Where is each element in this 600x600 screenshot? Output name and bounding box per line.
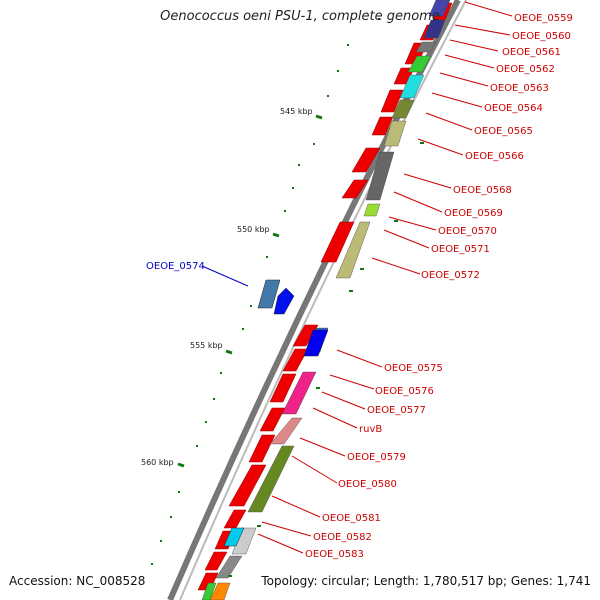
gene-label-ruvb[interactable]: ruvB <box>359 424 382 435</box>
accession-text: Accession: NC_008528 <box>9 574 146 588</box>
gene-label-0568[interactable]: OEOE_0568 <box>453 185 512 196</box>
gene-label-0562[interactable]: OEOE_0562 <box>496 64 555 75</box>
gene-label-0561[interactable]: OEOE_0561 <box>502 47 561 58</box>
genome-summary-text: Topology: circular; Length: 1,780,517 bp… <box>261 574 591 588</box>
gene-label-0572[interactable]: OEOE_0572 <box>421 270 480 281</box>
scale-ticks <box>177 114 323 468</box>
gene-label-0574[interactable]: OEOE_0574 <box>146 261 205 272</box>
gene-label-0576[interactable]: OEOE_0576 <box>375 386 434 397</box>
gene-label-0570[interactable]: OEOE_0570 <box>438 226 497 237</box>
scale-label-545: 545 kbp <box>280 107 313 116</box>
gene-label-0564[interactable]: OEOE_0564 <box>484 103 543 114</box>
scale-label-550: 550 kbp <box>237 225 270 234</box>
backbone-inner <box>179 0 467 600</box>
oeoe-0574-features <box>223 279 329 547</box>
content-dots <box>151 18 424 577</box>
gene-label-0563[interactable]: OEOE_0563 <box>490 83 549 94</box>
gene-label-0569[interactable]: OEOE_0569 <box>444 208 503 219</box>
gene-label-0577[interactable]: OEOE_0577 <box>367 405 426 416</box>
gene-label-0580[interactable]: OEOE_0580 <box>338 479 397 490</box>
gene-label-0581[interactable]: OEOE_0581 <box>322 513 381 524</box>
genome-title: Oenococcus oeni PSU-1, complete genome <box>160 9 440 24</box>
gene-label-0571[interactable]: OEOE_0571 <box>431 244 490 255</box>
scale-label-560: 560 kbp <box>141 458 174 467</box>
gene-label-0583[interactable]: OEOE_0583 <box>305 549 364 560</box>
scale-label-555: 555 kbp <box>190 341 223 350</box>
callout-lines <box>257 1 513 554</box>
gene-label-0560[interactable]: OEOE_0560 <box>512 31 571 42</box>
gene-label-0566[interactable]: OEOE_0566 <box>465 151 524 162</box>
gene-label-0565[interactable]: OEOE_0565 <box>474 126 533 137</box>
gene-label-0582[interactable]: OEOE_0582 <box>313 532 372 543</box>
gene-label-0559[interactable]: OEOE_0559 <box>514 13 573 24</box>
gene-label-0579[interactable]: OEOE_0579 <box>347 452 406 463</box>
reverse-strand-features <box>197 2 453 591</box>
callout-line-0574 <box>201 265 249 287</box>
forward-strand-features <box>201 0 451 600</box>
gene-label-0575[interactable]: OEOE_0575 <box>384 363 443 374</box>
